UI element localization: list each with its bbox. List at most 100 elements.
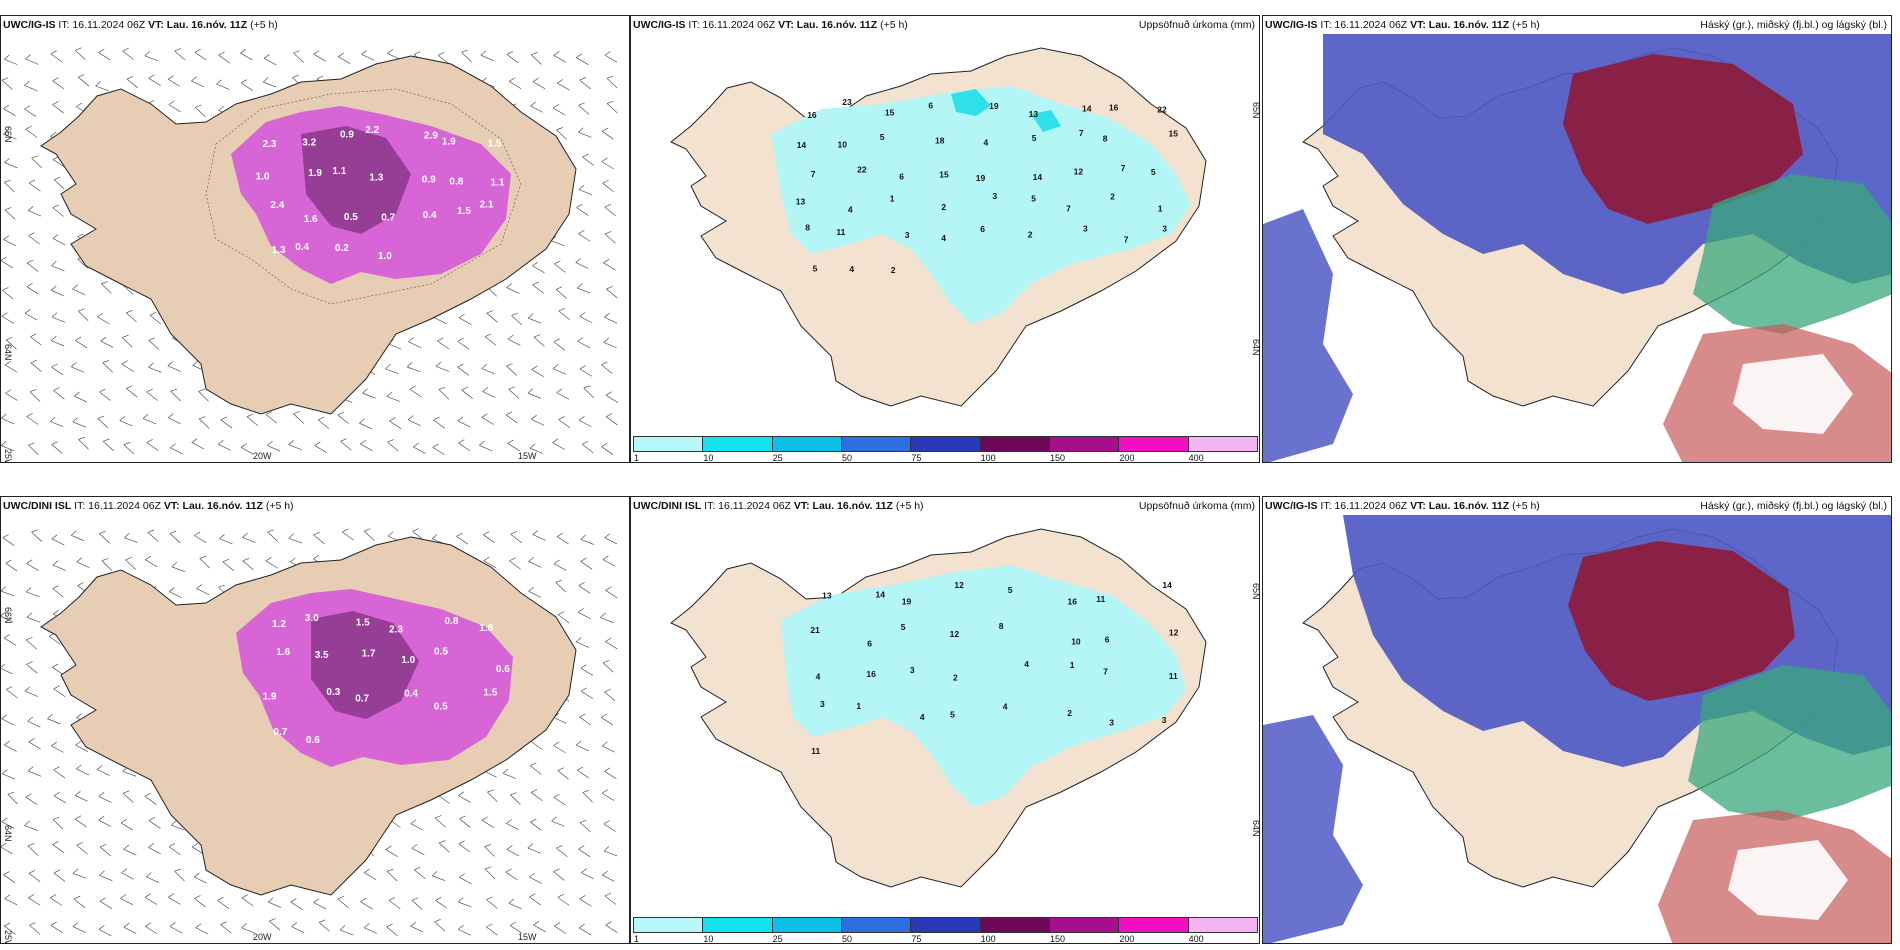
colorbar-tick-label: 150 — [1050, 934, 1066, 944]
value-label: 1.3 — [272, 245, 286, 256]
lat-label-64n: 64N — [1251, 339, 1260, 356]
wind-barb — [339, 925, 354, 936]
wind-barb — [291, 922, 305, 934]
wind-barb — [602, 870, 615, 882]
value-label: 2 — [1110, 192, 1115, 202]
wind-barb — [5, 389, 18, 401]
model-name: UWC/IG-IS — [1265, 500, 1318, 512]
wind-barb — [50, 416, 64, 427]
panel-title: Uppsöfnuð úrkoma (mm) — [1138, 19, 1255, 31]
panel-header: UWC/IG-IS IT: 16.11.2024 06Z VT: Lau. 16… — [1265, 500, 1887, 514]
wind-barb — [77, 308, 89, 322]
wind-barb — [601, 443, 614, 455]
value-label: 1.7 — [362, 649, 376, 660]
value-label: 3.2 — [302, 138, 316, 149]
wind-barb — [53, 766, 66, 779]
wind-barb — [99, 530, 110, 544]
value-label: 1.3 — [369, 173, 383, 184]
value-label: 2.4 — [270, 200, 284, 211]
value-label: 5 — [1008, 585, 1013, 595]
wind-barb — [555, 286, 567, 299]
value-label: 1.5 — [488, 138, 502, 149]
wind-barb — [435, 896, 448, 909]
wind-barb — [342, 528, 354, 541]
wind-barb — [579, 713, 592, 726]
colorbar-tick-label: 100 — [980, 934, 996, 944]
wind-barb — [411, 844, 425, 856]
wind-barb — [318, 919, 331, 932]
wind-barb — [167, 361, 181, 372]
wind-barb — [144, 792, 157, 805]
lead-time: (+5 h) — [1512, 19, 1540, 31]
wind-barb — [579, 365, 593, 377]
value-label: 5 — [901, 622, 906, 632]
value-label: 0.5 — [344, 212, 358, 223]
wind-barb — [388, 897, 401, 910]
wind-barb — [458, 791, 471, 803]
wind-barb — [575, 258, 589, 269]
precip-heavy — [951, 89, 991, 116]
wind-barb — [267, 440, 281, 452]
wind-barb — [458, 840, 471, 853]
wind-barb — [267, 897, 282, 908]
wind-barb — [51, 312, 66, 323]
wind-barb — [386, 868, 398, 882]
colorbar-swatch — [1049, 436, 1120, 452]
wind-barb — [121, 360, 134, 372]
wind-barb — [481, 363, 495, 375]
value-label: 12 — [1074, 166, 1084, 176]
colorbar-swatch — [771, 917, 842, 933]
wind-barb — [24, 80, 38, 92]
wind-barb — [337, 411, 350, 424]
colorbar-swatch — [841, 917, 912, 933]
wind-barb — [24, 105, 37, 117]
wind-barb — [530, 52, 542, 65]
wind-barb — [433, 416, 446, 429]
wind-barb — [146, 439, 159, 451]
wind-barb — [52, 560, 67, 571]
wind-barb — [29, 389, 41, 402]
wind-barb — [195, 104, 206, 118]
value-label: 0.9 — [340, 129, 354, 140]
wind-barb — [174, 868, 185, 882]
value-label: 13 — [1029, 109, 1039, 119]
wind-barb — [578, 184, 593, 196]
wind-barb — [578, 845, 591, 858]
wind-barb — [241, 923, 255, 934]
wind-barb — [3, 235, 17, 247]
value-label: 12 — [954, 580, 964, 590]
wind-barb — [25, 54, 39, 65]
wind-barb — [3, 634, 17, 646]
wind-barb — [527, 843, 541, 854]
wind-barb — [167, 413, 181, 425]
value-label: 4 — [849, 264, 854, 274]
wind-barb — [437, 337, 450, 350]
wind-barb — [3, 871, 16, 884]
wind-barb — [551, 816, 565, 827]
wind-barb — [24, 309, 38, 321]
wind-barb — [5, 559, 18, 572]
wind-barb — [487, 789, 498, 803]
wind-barb — [527, 313, 542, 324]
wind-barb — [72, 922, 86, 933]
wind-barb — [53, 176, 65, 190]
wind-barb — [1, 77, 13, 90]
value-label: 4 — [984, 138, 989, 148]
wind-barb — [198, 388, 209, 402]
wind-barb — [481, 816, 495, 828]
colorbar-swatch — [1187, 917, 1258, 933]
value-label: 2 — [1028, 229, 1033, 239]
value-label: 4 — [848, 205, 853, 215]
lat-label-64n: 64N — [3, 825, 13, 842]
panel-bottom-clouds: UWC/IG-IS IT: 16.11.2024 06Z VT: Lau. 16… — [1262, 496, 1892, 944]
colorbar-swatch — [979, 436, 1050, 452]
wind-barb — [578, 102, 590, 115]
value-label: 16 — [1109, 103, 1119, 113]
wind-barb — [364, 868, 377, 881]
panel-header: UWC/IG-IS IT: 16.11.2024 06Z VT: Lau. 16… — [3, 19, 625, 33]
value-label: 1.6 — [304, 214, 318, 225]
wind-barb — [99, 388, 111, 401]
value-label: 3 — [820, 699, 825, 709]
